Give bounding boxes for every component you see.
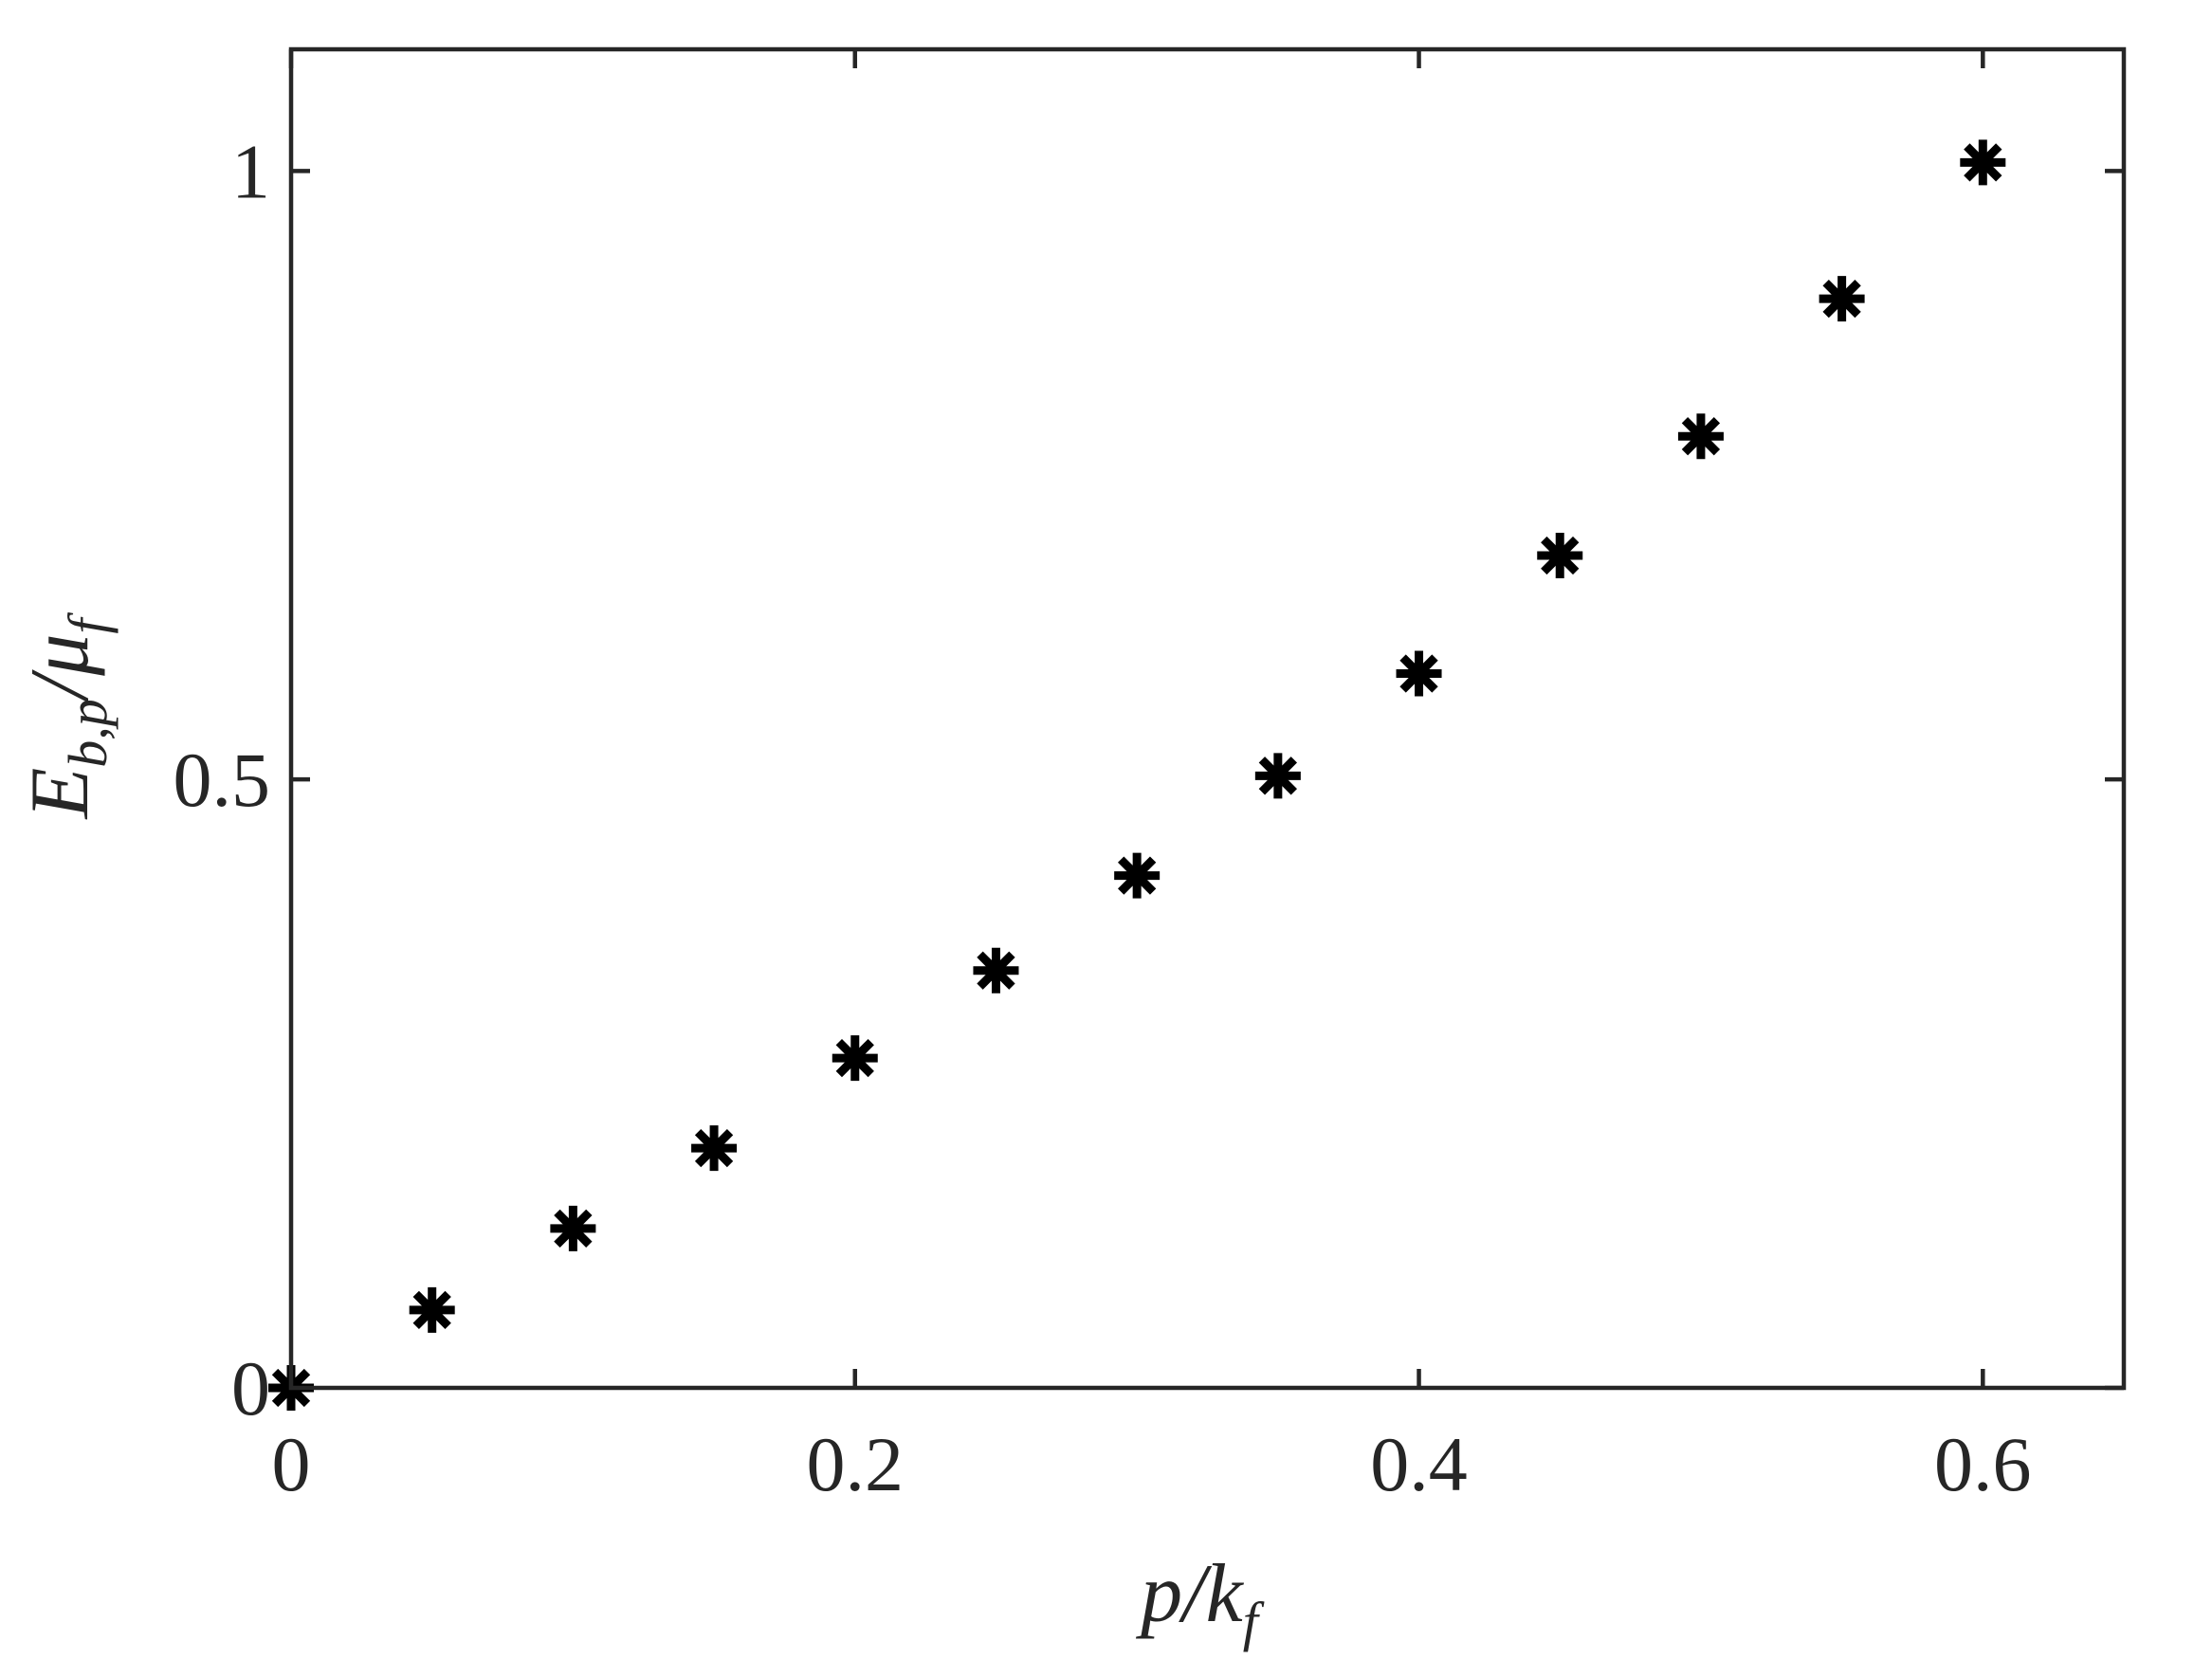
data-point-asterisk (409, 1286, 455, 1333)
data-points (268, 139, 2006, 1411)
x-tick-label: 0.6 (1934, 1421, 2032, 1507)
x-axis-label-sub: f (1243, 1591, 1265, 1652)
y-tick-label: 0.5 (174, 737, 271, 823)
data-point-asterisk (1537, 532, 1583, 578)
x-axis-label-base: p/k (1135, 1548, 1244, 1640)
data-point-asterisk (1114, 852, 1161, 899)
data-point-asterisk (1254, 753, 1301, 799)
x-axis-label: p/kf (1135, 1548, 1265, 1652)
x-tick-label: 0.2 (807, 1421, 905, 1507)
y-axis-label-sub2: f (57, 612, 119, 634)
data-point-asterisk (691, 1125, 738, 1172)
y-axis-label: Eb,p/μf (14, 612, 119, 821)
data-point-asterisk (1960, 139, 2006, 186)
y-axis-label-base: E (14, 768, 106, 821)
x-tick-labels: 0 0.2 0.4 0.6 (272, 1421, 2032, 1507)
data-point-asterisk (832, 1035, 878, 1082)
data-point-asterisk (973, 947, 1019, 994)
plot-frame (288, 46, 2127, 1391)
tick-marks (288, 49, 2124, 1391)
y-axis-label-mid: /μ (14, 634, 106, 704)
y-axis-label-sub: b,p (57, 699, 119, 768)
x-tick-label: 0.4 (1370, 1421, 1468, 1507)
data-point-asterisk (550, 1205, 596, 1251)
y-tick-label: 1 (231, 128, 270, 214)
data-point-asterisk (1819, 276, 1865, 322)
data-point-asterisk (1396, 650, 1442, 697)
y-tick-labels: 00.51 (174, 128, 271, 1431)
y-tick-label: 0 (231, 1345, 270, 1431)
x-tick-label: 0 (272, 1421, 311, 1507)
data-point-asterisk (1677, 413, 1724, 460)
